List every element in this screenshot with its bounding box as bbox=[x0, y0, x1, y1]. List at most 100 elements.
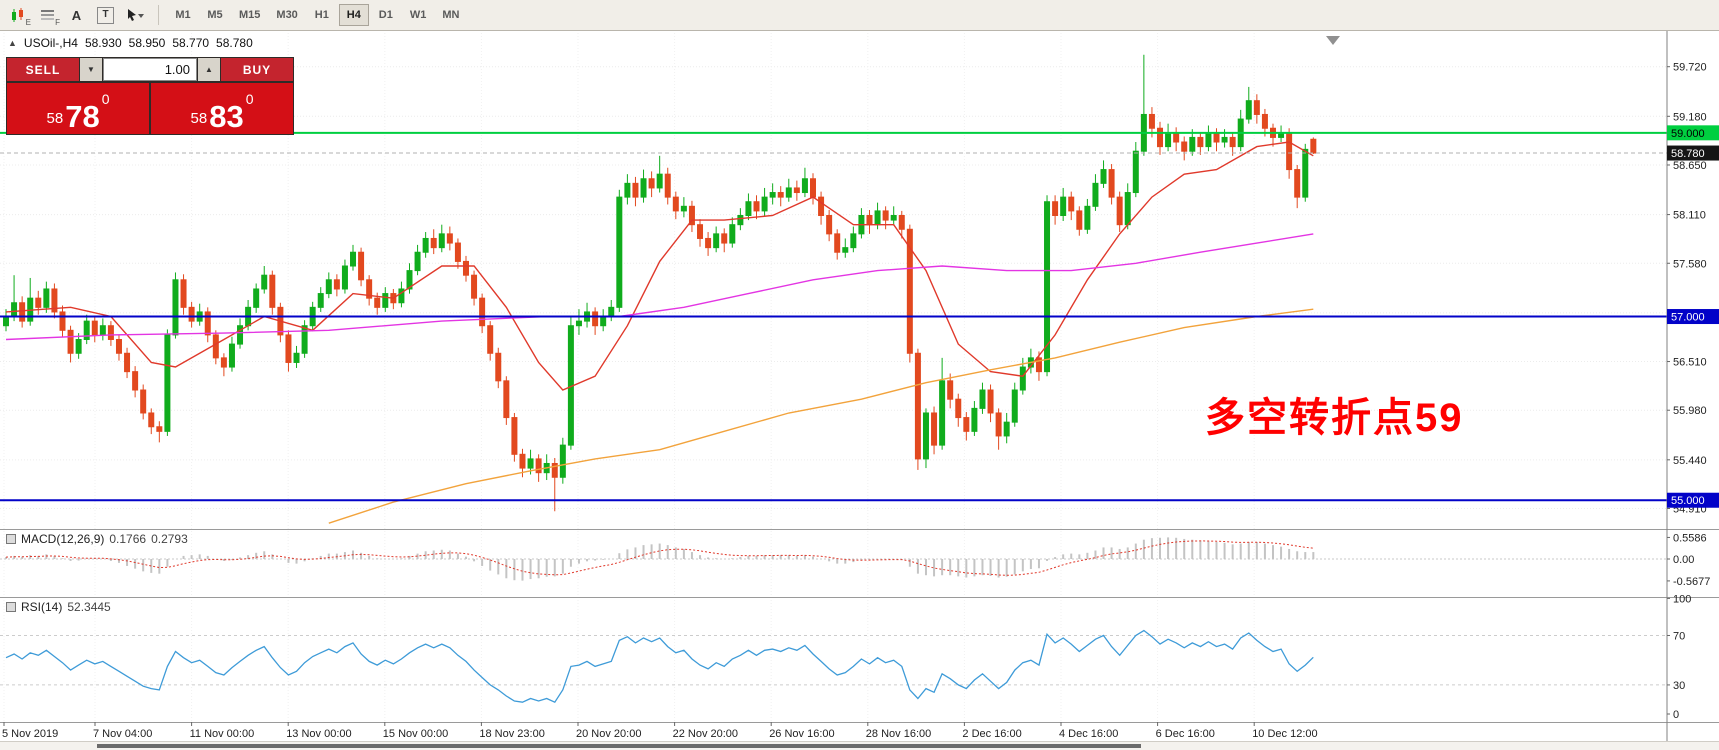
cursor-tool-icon[interactable] bbox=[121, 3, 148, 27]
text-label-icon[interactable]: A bbox=[63, 3, 90, 27]
svg-text:58.110: 58.110 bbox=[1673, 210, 1706, 222]
svg-text:22 Nov 20:00: 22 Nov 20:00 bbox=[673, 728, 738, 740]
chevron-down-icon: ▼ bbox=[87, 65, 95, 74]
macd-main-value: 0.1766 bbox=[109, 532, 147, 546]
rsi-name: RSI(14) bbox=[21, 600, 63, 614]
tf-m30-button[interactable]: M30 bbox=[269, 4, 304, 26]
scrollbar-thumb[interactable] bbox=[97, 744, 1141, 748]
tf-m15-button[interactable]: M15 bbox=[232, 4, 267, 26]
price-badge-55.000: 55.000 bbox=[1667, 492, 1719, 508]
buy-price-display[interactable]: 58 83 0 bbox=[151, 83, 293, 134]
svg-text:4 Dec 16:00: 4 Dec 16:00 bbox=[1059, 728, 1118, 740]
chart-ohlc-header: ▲ USOil-,H4 58.930 58.950 58.770 58.780 bbox=[8, 36, 253, 50]
price-badge-58.780: 58.780 bbox=[1667, 145, 1719, 161]
buy-button[interactable]: BUY bbox=[221, 58, 293, 81]
sell-price-pips: 78 bbox=[65, 98, 100, 134]
tf-m1-button[interactable]: M1 bbox=[168, 4, 198, 26]
svg-text:58.780: 58.780 bbox=[1671, 148, 1705, 160]
tf-w1-button[interactable]: W1 bbox=[403, 4, 434, 26]
macd-name: MACD(12,26,9) bbox=[21, 532, 105, 546]
svg-text:30: 30 bbox=[1673, 680, 1685, 692]
svg-text:59.000: 59.000 bbox=[1671, 128, 1705, 140]
text-box-icon[interactable]: T bbox=[92, 3, 119, 27]
svg-text:15 Nov 00:00: 15 Nov 00:00 bbox=[383, 728, 448, 740]
volume-dropdown-button[interactable]: ▼ bbox=[80, 58, 102, 81]
volume-input[interactable] bbox=[103, 58, 197, 81]
candles-layer bbox=[3, 54, 1317, 512]
tf-mn-button[interactable]: MN bbox=[435, 4, 466, 26]
svg-text:10 Dec 12:00: 10 Dec 12:00 bbox=[1252, 728, 1317, 740]
svg-text:59.180: 59.180 bbox=[1673, 111, 1707, 123]
toolbar-separator bbox=[158, 5, 159, 25]
tf-m5-button[interactable]: M5 bbox=[200, 4, 230, 26]
svg-text:0: 0 bbox=[1673, 709, 1679, 721]
svg-text:0.5586: 0.5586 bbox=[1673, 532, 1707, 544]
svg-text:58.650: 58.650 bbox=[1673, 160, 1707, 172]
svg-text:55.980: 55.980 bbox=[1673, 405, 1707, 417]
indicator-box-icon bbox=[6, 534, 16, 544]
buy-price-point: 0 bbox=[245, 91, 254, 107]
svg-text:6 Dec 16:00: 6 Dec 16:00 bbox=[1156, 728, 1215, 740]
price-badge-57.000: 57.000 bbox=[1667, 309, 1719, 325]
up-arrow-icon: ▲ bbox=[8, 38, 17, 48]
sell-price-display[interactable]: 58 78 0 bbox=[7, 83, 149, 134]
chart-type-icon[interactable]: E bbox=[5, 3, 32, 27]
indicator-box-icon bbox=[6, 602, 16, 612]
ma-mid-magenta-line bbox=[5, 233, 1314, 341]
sell-price-handle: 58 bbox=[46, 110, 64, 127]
sell-price-point: 0 bbox=[101, 91, 110, 107]
svg-text:59.720: 59.720 bbox=[1673, 62, 1707, 74]
tool-sub-label: E bbox=[25, 18, 31, 27]
low-value: 58.770 bbox=[172, 36, 210, 50]
chevron-up-icon: ▲ bbox=[205, 65, 213, 74]
buy-price-handle: 58 bbox=[190, 110, 208, 127]
tf-h1-button[interactable]: H1 bbox=[307, 4, 337, 26]
tf-d1-button[interactable]: D1 bbox=[371, 4, 401, 26]
horizontal-scrollbar bbox=[0, 741, 1719, 750]
rsi-line bbox=[5, 629, 1314, 704]
letter-t-glyph: T bbox=[97, 6, 114, 24]
svg-text:57.000: 57.000 bbox=[1671, 312, 1705, 324]
open-value: 58.930 bbox=[84, 36, 122, 50]
svg-text:5 Nov 2019: 5 Nov 2019 bbox=[2, 728, 58, 740]
macd-histogram bbox=[5, 537, 1315, 581]
svg-text:18 Nov 23:00: 18 Nov 23:00 bbox=[479, 728, 544, 740]
svg-text:28 Nov 16:00: 28 Nov 16:00 bbox=[866, 728, 931, 740]
macd-indicator-label: MACD(12,26,9) 0.1766 0.2793 bbox=[6, 532, 188, 546]
svg-text:20 Nov 20:00: 20 Nov 20:00 bbox=[576, 728, 641, 740]
gridlines bbox=[0, 30, 1667, 722]
svg-text:70: 70 bbox=[1673, 630, 1685, 642]
rsi-value: 52.3445 bbox=[67, 600, 111, 614]
svg-text:57.580: 57.580 bbox=[1673, 258, 1707, 270]
indicators-icon[interactable]: F bbox=[34, 3, 61, 27]
letter-a-glyph: A bbox=[71, 7, 82, 23]
svg-text:55.000: 55.000 bbox=[1671, 495, 1705, 507]
close-value: 58.780 bbox=[216, 36, 253, 50]
svg-text:-0.5677: -0.5677 bbox=[1673, 576, 1710, 588]
rsi-indicator-label: RSI(14) 52.3445 bbox=[6, 600, 111, 614]
svg-text:2 Dec 16:00: 2 Dec 16:00 bbox=[962, 728, 1021, 740]
svg-text:7 Nov 04:00: 7 Nov 04:00 bbox=[93, 728, 152, 740]
chart-shift-marker bbox=[1326, 36, 1340, 45]
ma-slow-orange-line bbox=[328, 308, 1314, 524]
volume-up-button[interactable]: ▲ bbox=[198, 58, 220, 81]
svg-text:26 Nov 16:00: 26 Nov 16:00 bbox=[769, 728, 834, 740]
buy-price-pips: 83 bbox=[209, 98, 244, 134]
chinese-annotation: 多空转折点59 bbox=[1205, 396, 1464, 440]
price-badge-59.000: 59.000 bbox=[1667, 125, 1719, 141]
high-value: 58.950 bbox=[128, 36, 166, 50]
symbol-period-label: USOil-,H4 bbox=[23, 36, 78, 50]
tool-sub-label: F bbox=[55, 18, 60, 27]
macd-signal-value: 0.2793 bbox=[151, 532, 188, 546]
chart-toolbar: E F A T M1 M5 M15 M30 H1 H4 D1 W1 MN bbox=[0, 0, 1719, 31]
sell-button[interactable]: SELL bbox=[7, 58, 79, 81]
svg-text:100: 100 bbox=[1673, 593, 1691, 605]
svg-text:56.510: 56.510 bbox=[1673, 357, 1707, 369]
tf-h4-button[interactable]: H4 bbox=[338, 4, 369, 26]
svg-text:13 Nov 00:00: 13 Nov 00:00 bbox=[286, 728, 351, 740]
svg-text:11 Nov 00:00: 11 Nov 00:00 bbox=[190, 728, 255, 740]
svg-text:55.440: 55.440 bbox=[1673, 455, 1707, 467]
